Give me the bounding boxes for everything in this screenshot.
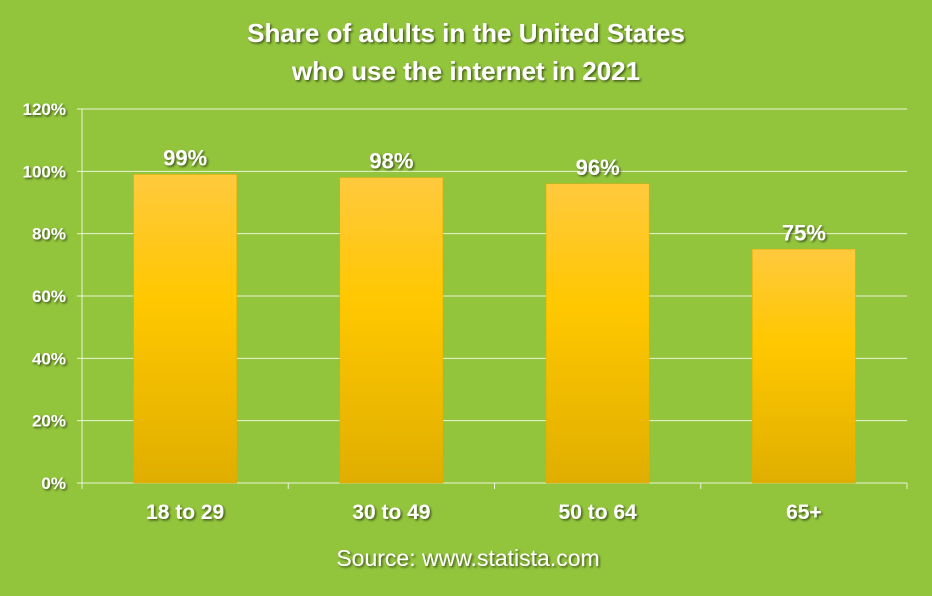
- bar-50-to-64: [545, 183, 650, 484]
- x-tick-label: 50 to 64: [559, 501, 638, 524]
- source-note: Source: www.statista.com: [336, 545, 599, 571]
- y-tick-label: 80%: [32, 225, 66, 244]
- data-label: 98%: [369, 149, 413, 174]
- data-label: 96%: [576, 155, 620, 180]
- x-axis-ticks: 18 to 29 30 to 49 50 to 64 65+: [81, 483, 908, 524]
- bar-65: [752, 249, 856, 484]
- y-tick-label: 40%: [32, 349, 66, 368]
- x-tick-label: 65+: [786, 501, 822, 524]
- y-axis-ticks: 0% 20% 40% 60% 80% 100% 120%: [23, 100, 82, 493]
- data-label: 99%: [163, 145, 207, 170]
- y-tick-label: 100%: [23, 162, 66, 181]
- chart-title: Share of adults in the United States who…: [247, 18, 685, 86]
- x-tick-label: 30 to 49: [352, 501, 430, 524]
- bar-18-to-29: [133, 174, 237, 484]
- chart-title-line-2: who use the internet in 2021: [291, 56, 640, 86]
- x-tick-label: 18 to 29: [146, 501, 224, 524]
- data-label: 75%: [782, 220, 826, 245]
- y-tick-label: 120%: [23, 100, 66, 119]
- bars: [133, 174, 856, 484]
- y-tick-label: 20%: [32, 412, 66, 431]
- bar-30-to-49: [339, 177, 444, 484]
- data-labels: 99% 98% 96% 75%: [163, 145, 826, 245]
- y-tick-label: 60%: [32, 287, 66, 306]
- chart-title-line-1: Share of adults in the United States: [247, 18, 685, 48]
- y-tick-label: 0%: [41, 474, 66, 493]
